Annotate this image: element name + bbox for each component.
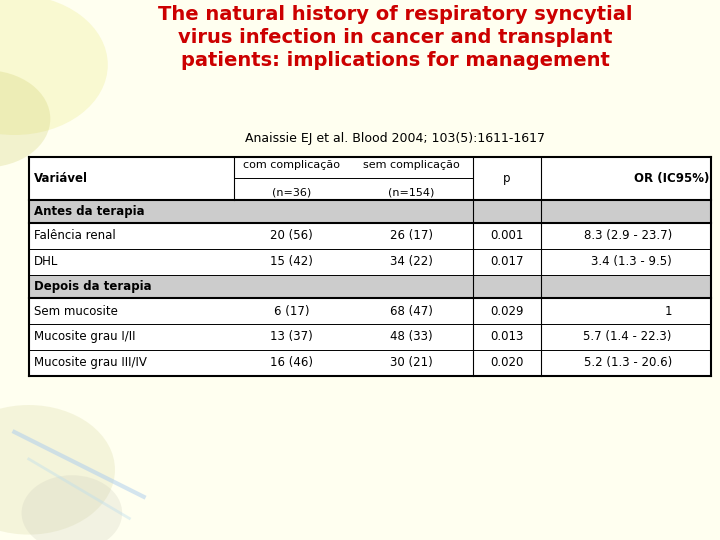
Text: 30 (21): 30 (21) (390, 356, 433, 369)
Text: 1: 1 (665, 305, 672, 318)
Text: 6 (17): 6 (17) (274, 305, 310, 318)
Text: 3.4 (1.3 - 9.5): 3.4 (1.3 - 9.5) (591, 255, 672, 268)
Text: com complicação: com complicação (243, 160, 340, 170)
Text: Variável: Variável (35, 172, 89, 185)
Bar (29, 200, 711, 223)
Text: Anaissie EJ et al. Blood 2004; 103(5):1611-1617: Anaissie EJ et al. Blood 2004; 103(5):16… (246, 132, 545, 145)
Text: 48 (33): 48 (33) (390, 330, 433, 343)
Text: 0.001: 0.001 (490, 230, 523, 242)
Text: 0.017: 0.017 (490, 255, 523, 268)
Text: 15 (42): 15 (42) (270, 255, 313, 268)
Bar (29, 324, 711, 350)
Text: 0.029: 0.029 (490, 305, 523, 318)
Text: 34 (22): 34 (22) (390, 255, 433, 268)
Text: 0.013: 0.013 (490, 330, 523, 343)
Text: 5.7 (1.4 - 22.3): 5.7 (1.4 - 22.3) (583, 330, 672, 343)
Bar (29, 275, 711, 298)
Text: Mucosite grau I/II: Mucosite grau I/II (35, 330, 135, 343)
Text: 5.2 (1.3 - 20.6): 5.2 (1.3 - 20.6) (584, 356, 672, 369)
Text: p: p (503, 172, 510, 185)
Text: (n=36): (n=36) (272, 187, 311, 197)
Text: Sem mucosite: Sem mucosite (35, 305, 118, 318)
Text: DHL: DHL (35, 255, 58, 268)
Bar (29, 350, 711, 376)
Bar (29, 157, 711, 200)
Text: sem complicação: sem complicação (363, 160, 459, 170)
Text: (n=154): (n=154) (388, 187, 434, 197)
Text: Falência renal: Falência renal (35, 230, 116, 242)
Circle shape (0, 405, 115, 535)
Text: 26 (17): 26 (17) (390, 230, 433, 242)
Circle shape (22, 475, 122, 540)
Bar (29, 298, 711, 324)
Bar (29, 249, 711, 275)
Circle shape (0, 0, 108, 135)
Text: OR (IC95%): OR (IC95%) (634, 172, 709, 185)
Text: 16 (46): 16 (46) (270, 356, 313, 369)
Text: 0.020: 0.020 (490, 356, 523, 369)
Text: Depois da terapia: Depois da terapia (35, 280, 152, 293)
Text: 8.3 (2.9 - 23.7): 8.3 (2.9 - 23.7) (584, 230, 672, 242)
Text: 68 (47): 68 (47) (390, 305, 433, 318)
Text: 20 (56): 20 (56) (270, 230, 313, 242)
Text: Mucosite grau III/IV: Mucosite grau III/IV (35, 356, 147, 369)
Text: Antes da terapia: Antes da terapia (35, 205, 145, 218)
Circle shape (0, 70, 50, 167)
Text: 13 (37): 13 (37) (270, 330, 313, 343)
Bar (29, 223, 711, 249)
Text: The natural history of respiratory syncytial
virus infection in cancer and trans: The natural history of respiratory syncy… (158, 5, 632, 70)
